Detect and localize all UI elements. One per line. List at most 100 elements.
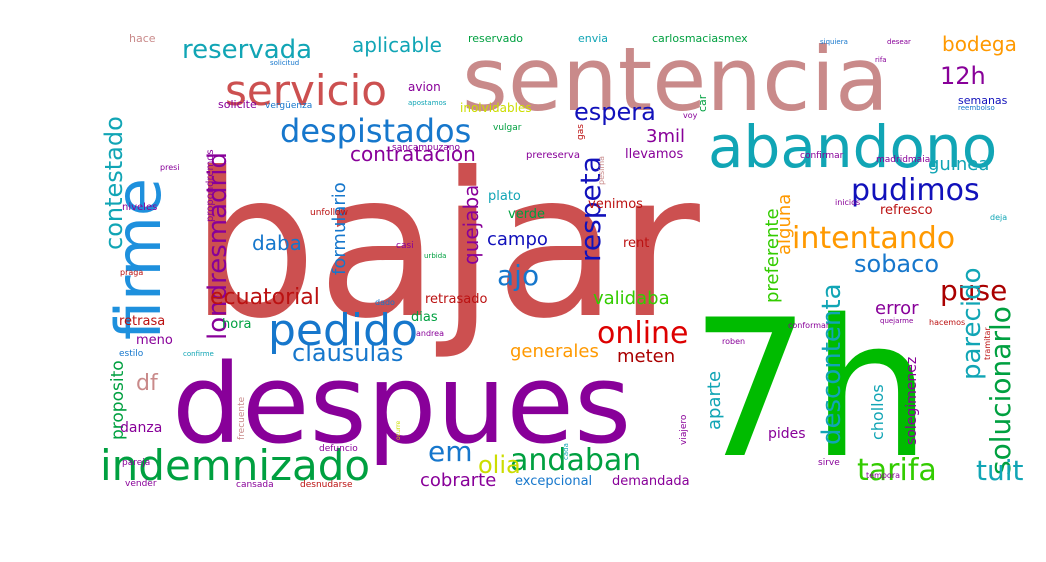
word-andrea: andrea xyxy=(416,329,444,338)
word-contestado: contestado xyxy=(100,116,128,250)
word-casi: casi xyxy=(396,241,414,251)
word-aplicable: aplicable xyxy=(352,33,442,57)
word-preferente: preferente xyxy=(762,208,783,303)
word-sobaco: sobaco xyxy=(854,250,939,278)
word-quejarme: quejarme xyxy=(880,317,913,325)
word-solegimenez: solegimenez xyxy=(904,357,920,445)
word-despistados: despistados xyxy=(280,112,471,150)
word-rent: rent xyxy=(623,236,649,251)
word-conformar: conformar xyxy=(788,321,830,330)
word-excepcional: excepcional xyxy=(515,474,592,489)
word-sirve: sirve xyxy=(818,458,840,468)
word-quejaba: quejaba xyxy=(459,185,483,265)
word-servicio: servicio xyxy=(225,66,387,115)
word-pudimos: pudimos xyxy=(851,173,980,208)
word-desear: desear xyxy=(887,38,911,46)
word-3mil: 3mil xyxy=(646,126,685,147)
word-unfollow: unfollow xyxy=(310,208,348,218)
word-guinea: guinea xyxy=(928,154,989,175)
word-siquiera: siquiera xyxy=(820,38,848,46)
word-ajo: ajo xyxy=(497,259,539,292)
word-descontenta: descontenta xyxy=(817,283,847,445)
word-online: online xyxy=(597,316,689,351)
word-madridmaia: madridmaia xyxy=(876,155,930,165)
word-abandono: abandono xyxy=(708,113,997,181)
word-danza: danza xyxy=(120,420,162,436)
word-despues: despues xyxy=(172,340,631,468)
word-intentando: intentando xyxy=(792,221,955,256)
word-hora: hora xyxy=(222,317,252,332)
word-vulgar: vulgar xyxy=(493,123,522,133)
word-car: car xyxy=(696,94,709,112)
word-rifa: rifa xyxy=(875,56,887,64)
word-bajar: bajar xyxy=(190,130,701,363)
word-envia: envia xyxy=(578,32,608,45)
word-proposito: proposito xyxy=(108,360,128,440)
word-inolvidables: inolvidables xyxy=(460,101,532,115)
word-prereserva: prereserva xyxy=(526,150,580,161)
word-validaba: validaba xyxy=(593,288,670,309)
word-demandada: demandada xyxy=(612,474,690,489)
word-clausulas: clausulas xyxy=(292,339,403,367)
word-llevamos: llevamos xyxy=(625,147,683,162)
word-refresco: refresco xyxy=(880,203,933,218)
word-generales: generales xyxy=(510,341,599,362)
word-formulario: formulario xyxy=(329,182,350,275)
word-vender: vender xyxy=(125,479,157,489)
word-pareja: pareja xyxy=(122,458,150,468)
word-frecuente: frecuente xyxy=(237,396,247,440)
word-voy: voy xyxy=(683,111,698,120)
word-londresmadrid: londresmadrid xyxy=(203,152,233,340)
word-confirme: confirme xyxy=(183,350,214,358)
word-espera: espera xyxy=(574,98,656,126)
word-plato: plato xyxy=(488,189,521,204)
word-respeta: respeta xyxy=(574,156,607,262)
word-hacemos: hacemos xyxy=(929,318,965,327)
word-daba: daba xyxy=(252,231,302,255)
word-reservada: reservada xyxy=(182,35,312,65)
word-alguna: alguna xyxy=(774,194,795,255)
word-puse: puse xyxy=(940,274,1007,307)
word-7h: 7h xyxy=(690,279,931,500)
word-dias: dias xyxy=(411,310,438,325)
word-urbida: urbida xyxy=(424,252,446,260)
word-meno: meno xyxy=(136,333,173,348)
word-olia: olia xyxy=(478,451,521,479)
word-reembolso: reembolso xyxy=(958,104,995,112)
word-retrasado: retrasado xyxy=(425,292,487,307)
word-roben: roben xyxy=(722,337,745,346)
word-venimos: venimos xyxy=(588,197,643,212)
word-semanas: semanas xyxy=(958,94,1008,107)
word-verde: verde xyxy=(508,207,545,222)
word-retrasa: retrasa xyxy=(119,314,165,329)
word-andaban: andaban xyxy=(510,443,641,478)
word-solicite: solicite xyxy=(218,98,257,111)
word-contratacion: contratacion xyxy=(350,142,476,166)
word-aparte: aparte xyxy=(704,371,725,430)
word-bodega: bodega xyxy=(942,32,1017,56)
word-cansada: cansada xyxy=(236,480,274,490)
word-sentencia: sentencia xyxy=(462,28,889,131)
word-desnudarse: desnudarse xyxy=(300,480,353,490)
word-df: df xyxy=(136,371,159,396)
word-ecuatorial: ecuatorial xyxy=(210,285,320,310)
word-em: em xyxy=(428,435,473,468)
word-apostamos: apostamos xyxy=(408,99,447,107)
word-sancampuzano: sancampuzano xyxy=(392,143,460,153)
word-cada: cada xyxy=(562,443,570,460)
word-pesima: pesima xyxy=(597,156,606,185)
word-pedido: pedido xyxy=(268,305,418,356)
word-solicitud: solicitud xyxy=(270,59,299,67)
word-campo: campo xyxy=(487,229,548,250)
word-vergüenza: vergüenza xyxy=(265,101,312,111)
word-cobrarte: cobrarte xyxy=(420,470,496,491)
word-indemnizado: indemnizado xyxy=(100,441,370,490)
word-tramitar: tramitar xyxy=(983,327,992,360)
word-ocurre: ocurre xyxy=(395,421,402,440)
word-carlosmaciasmex: carlosmaciasmex xyxy=(652,32,748,45)
word-deja: deja xyxy=(990,213,1007,222)
word-parecido: parecido xyxy=(957,268,987,380)
word-error: error xyxy=(875,298,919,319)
word-defuncio: defuncio xyxy=(319,444,358,454)
